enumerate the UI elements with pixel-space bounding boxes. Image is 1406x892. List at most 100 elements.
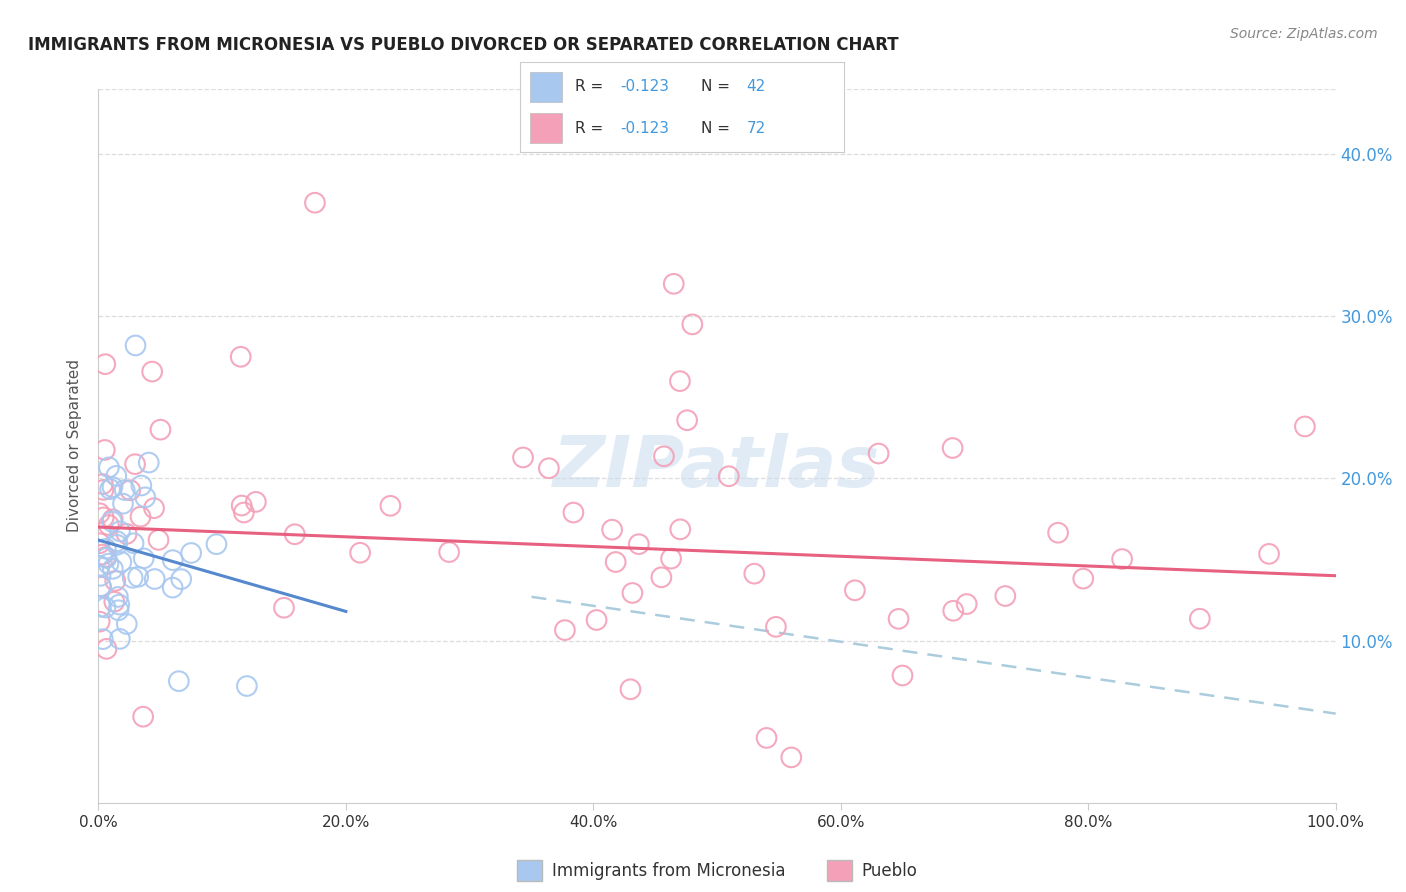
Point	[97, 557, 120, 571]
Point	[141, 365, 163, 379]
Point	[304, 195, 326, 210]
Point	[89, 615, 111, 629]
Text: -0.123: -0.123	[620, 79, 669, 95]
Point	[93, 483, 115, 497]
Point	[662, 277, 685, 291]
Text: -0.123: -0.123	[620, 120, 669, 136]
Point	[111, 497, 134, 511]
Point	[94, 541, 117, 556]
Point	[765, 620, 787, 634]
Point	[621, 586, 644, 600]
Point	[994, 589, 1017, 603]
Point	[120, 483, 142, 498]
Point	[669, 522, 692, 536]
Point	[180, 546, 202, 560]
Point	[605, 555, 627, 569]
Text: N =: N =	[702, 120, 735, 136]
Point	[284, 527, 307, 541]
Point	[132, 551, 155, 566]
Point	[115, 527, 138, 541]
Point	[512, 450, 534, 465]
Text: IMMIGRANTS FROM MICRONESIA VS PUEBLO DIVORCED OR SEPARATED CORRELATION CHART: IMMIGRANTS FROM MICRONESIA VS PUEBLO DIV…	[28, 36, 898, 54]
Point	[108, 598, 131, 612]
Point	[138, 456, 160, 470]
Point	[131, 478, 153, 492]
Point	[780, 750, 803, 764]
Point	[98, 482, 121, 496]
Point	[1071, 572, 1094, 586]
Point	[1111, 552, 1133, 566]
Point	[619, 682, 641, 697]
Point	[162, 553, 184, 567]
Point	[101, 480, 124, 494]
Point	[110, 555, 132, 569]
Point	[93, 510, 115, 524]
Point	[669, 374, 692, 388]
Point	[755, 731, 778, 745]
Point	[121, 571, 143, 585]
Point	[89, 536, 111, 550]
Legend: Immigrants from Micronesia, Pueblo: Immigrants from Micronesia, Pueblo	[510, 854, 924, 888]
Point	[942, 441, 965, 455]
Point	[149, 423, 172, 437]
Point	[94, 600, 117, 615]
Point	[742, 566, 765, 581]
Point	[205, 537, 228, 551]
Point	[105, 538, 128, 552]
Point	[107, 603, 129, 617]
Point	[89, 558, 111, 573]
Point	[956, 597, 979, 611]
Point	[162, 581, 184, 595]
Point	[101, 512, 124, 526]
Point	[170, 572, 193, 586]
Text: N =: N =	[702, 79, 735, 95]
Point	[627, 537, 650, 551]
Point	[676, 413, 699, 427]
Point	[94, 549, 117, 564]
Point	[132, 709, 155, 723]
Text: R =: R =	[575, 120, 609, 136]
Point	[97, 518, 120, 533]
Text: Source: ZipAtlas.com: Source: ZipAtlas.com	[1230, 27, 1378, 41]
Point	[437, 545, 460, 559]
Point	[562, 506, 585, 520]
Point	[97, 460, 120, 475]
Point	[91, 477, 114, 491]
Point	[891, 668, 914, 682]
Bar	[530, 72, 562, 102]
Point	[143, 501, 166, 516]
Point	[105, 534, 128, 549]
Text: 42: 42	[747, 79, 766, 95]
Point	[91, 632, 114, 647]
Point	[652, 449, 675, 463]
Point	[103, 595, 125, 609]
Point	[1294, 419, 1316, 434]
Point	[89, 506, 111, 520]
Point	[942, 604, 965, 618]
Point	[94, 357, 117, 371]
Point	[124, 457, 146, 471]
Point	[844, 583, 866, 598]
Point	[96, 550, 118, 565]
Point	[1258, 547, 1281, 561]
Point	[104, 574, 127, 588]
Point	[245, 495, 267, 509]
Text: ZIPatlas: ZIPatlas	[554, 433, 880, 502]
Point	[650, 570, 672, 584]
Bar	[530, 113, 562, 143]
Point	[167, 674, 190, 689]
Point	[349, 546, 371, 560]
Point	[232, 506, 254, 520]
Point	[537, 461, 560, 475]
Point	[114, 483, 136, 497]
Point	[90, 580, 112, 594]
Point	[107, 590, 129, 604]
Point	[108, 632, 131, 646]
Point	[90, 579, 112, 593]
Point	[129, 509, 152, 524]
Point	[143, 572, 166, 586]
Point	[717, 469, 740, 483]
Point	[101, 562, 124, 576]
Point	[124, 338, 146, 352]
Point	[681, 318, 703, 332]
